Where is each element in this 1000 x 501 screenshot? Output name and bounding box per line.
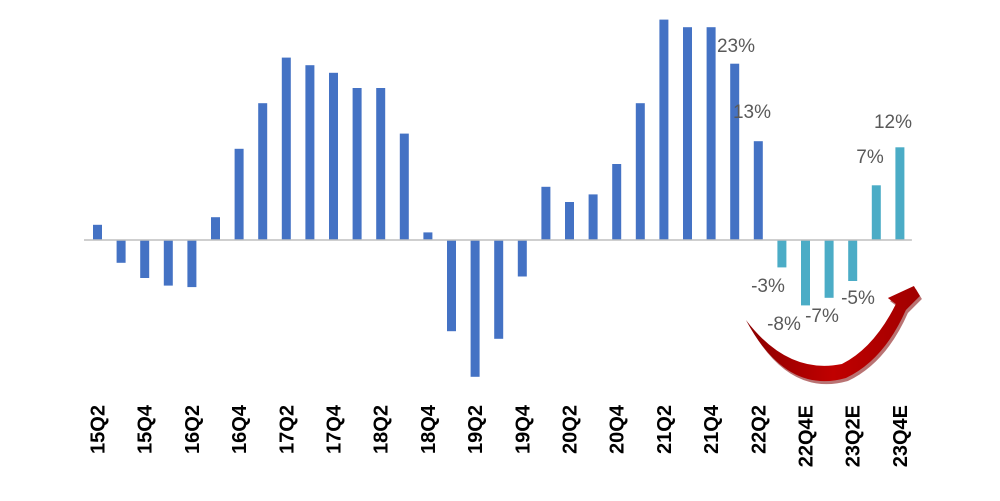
bar-18Q1 [352, 88, 362, 240]
rebound-arrow [745, 286, 920, 382]
data-label-23Q2E: -5% [841, 288, 875, 309]
bar-16Q3 [211, 217, 220, 240]
bar-15Q3 [116, 240, 126, 263]
tick-label-17Q2: 17Q2 [276, 405, 298, 454]
bar-19Q1 [447, 240, 456, 332]
bar-22Q2 [753, 141, 763, 240]
tick-label-21Q2: 21Q2 [654, 405, 676, 454]
bar-15Q2 [93, 224, 102, 240]
bar-20Q2 [565, 202, 574, 240]
tick-label-20Q2: 20Q2 [560, 405, 582, 454]
bar-22Q3E [777, 240, 787, 268]
bar-17Q2 [281, 57, 291, 240]
bar-16Q1 [163, 240, 173, 286]
tick-label-23Q4E: 23Q4E [890, 405, 912, 467]
data-label-22Q1: 23% [717, 36, 755, 57]
bar-17Q1 [258, 103, 268, 240]
bar-20Q4 [612, 164, 622, 240]
bar-19Q2 [470, 240, 480, 377]
tick-label-22Q2: 22Q2 [748, 405, 770, 454]
bar-18Q4 [423, 232, 433, 240]
bar-17Q4 [329, 72, 338, 240]
bar-18Q2 [376, 88, 386, 240]
data-label-23Q1E: -7% [805, 306, 839, 327]
data-label-22Q4E: -8% [767, 314, 801, 335]
bar-21Q4 [706, 27, 716, 241]
bar-17Q3 [305, 65, 315, 240]
bar-23Q3E [871, 185, 881, 240]
bar-22Q1 [730, 63, 740, 241]
bar-16Q2 [187, 240, 197, 288]
bar-15Q4 [140, 240, 150, 278]
bar-20Q1 [541, 186, 551, 240]
tick-label-18Q4: 18Q4 [418, 404, 440, 454]
tick-label-18Q2: 18Q2 [371, 405, 393, 454]
bar-23Q2E [848, 240, 858, 281]
tick-label-15Q4: 15Q4 [135, 404, 157, 454]
data-label-22Q3E: -3% [751, 276, 785, 297]
tick-label-16Q2: 16Q2 [182, 405, 204, 454]
data-label-23Q4E: 12% [874, 112, 912, 133]
tick-label-19Q2: 19Q2 [465, 405, 487, 454]
data-label-23Q3E: 7% [856, 147, 884, 168]
tick-label-23Q2E: 23Q2E [843, 405, 865, 467]
tick-label-15Q2: 15Q2 [88, 405, 110, 454]
tick-label-21Q4: 21Q4 [701, 404, 723, 454]
bar-19Q4 [517, 240, 527, 277]
bar-19Q3 [494, 240, 504, 339]
tick-label-17Q4: 17Q4 [324, 404, 346, 454]
data-label-22Q2: 13% [733, 102, 771, 123]
bar-18Q3 [399, 133, 409, 240]
tick-label-19Q4: 19Q4 [512, 404, 534, 454]
tick-label-20Q4: 20Q4 [607, 404, 629, 454]
bar-23Q1E [824, 240, 834, 298]
bar-21Q2 [659, 19, 669, 240]
tick-label-16Q4: 16Q4 [229, 404, 251, 454]
bar-20Q3 [588, 194, 598, 240]
bar-16Q4 [234, 148, 244, 240]
bar-23Q4E [895, 147, 905, 240]
bar-21Q3 [683, 27, 692, 241]
bar-22Q4E [801, 240, 810, 306]
tick-label-22Q4E: 22Q4E [796, 405, 818, 467]
bar-21Q1 [635, 103, 645, 240]
